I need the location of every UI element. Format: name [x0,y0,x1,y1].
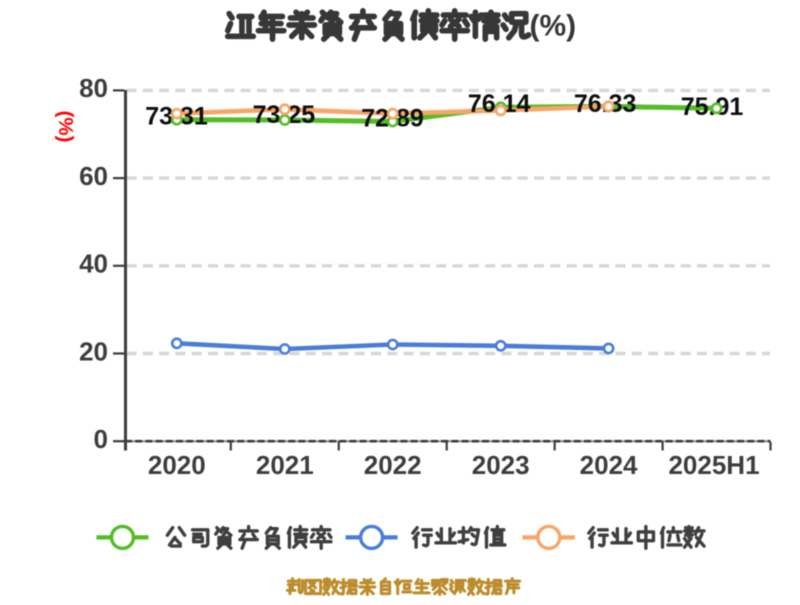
svg-text:2020: 2020 [148,450,206,480]
svg-text:0: 0 [94,424,108,454]
svg-text:60: 60 [79,161,108,191]
svg-text:2022: 2022 [364,450,422,480]
svg-text:2021: 2021 [256,450,314,480]
svg-text:2023: 2023 [472,450,530,480]
svg-text:2024: 2024 [580,450,638,480]
svg-text:(%): (%) [530,10,577,43]
svg-text:80: 80 [79,73,108,103]
svg-text:(%): (%) [54,111,77,143]
svg-text:40: 40 [79,249,108,279]
svg-text:20: 20 [79,336,108,366]
svg-text:2025H1: 2025H1 [668,450,759,480]
